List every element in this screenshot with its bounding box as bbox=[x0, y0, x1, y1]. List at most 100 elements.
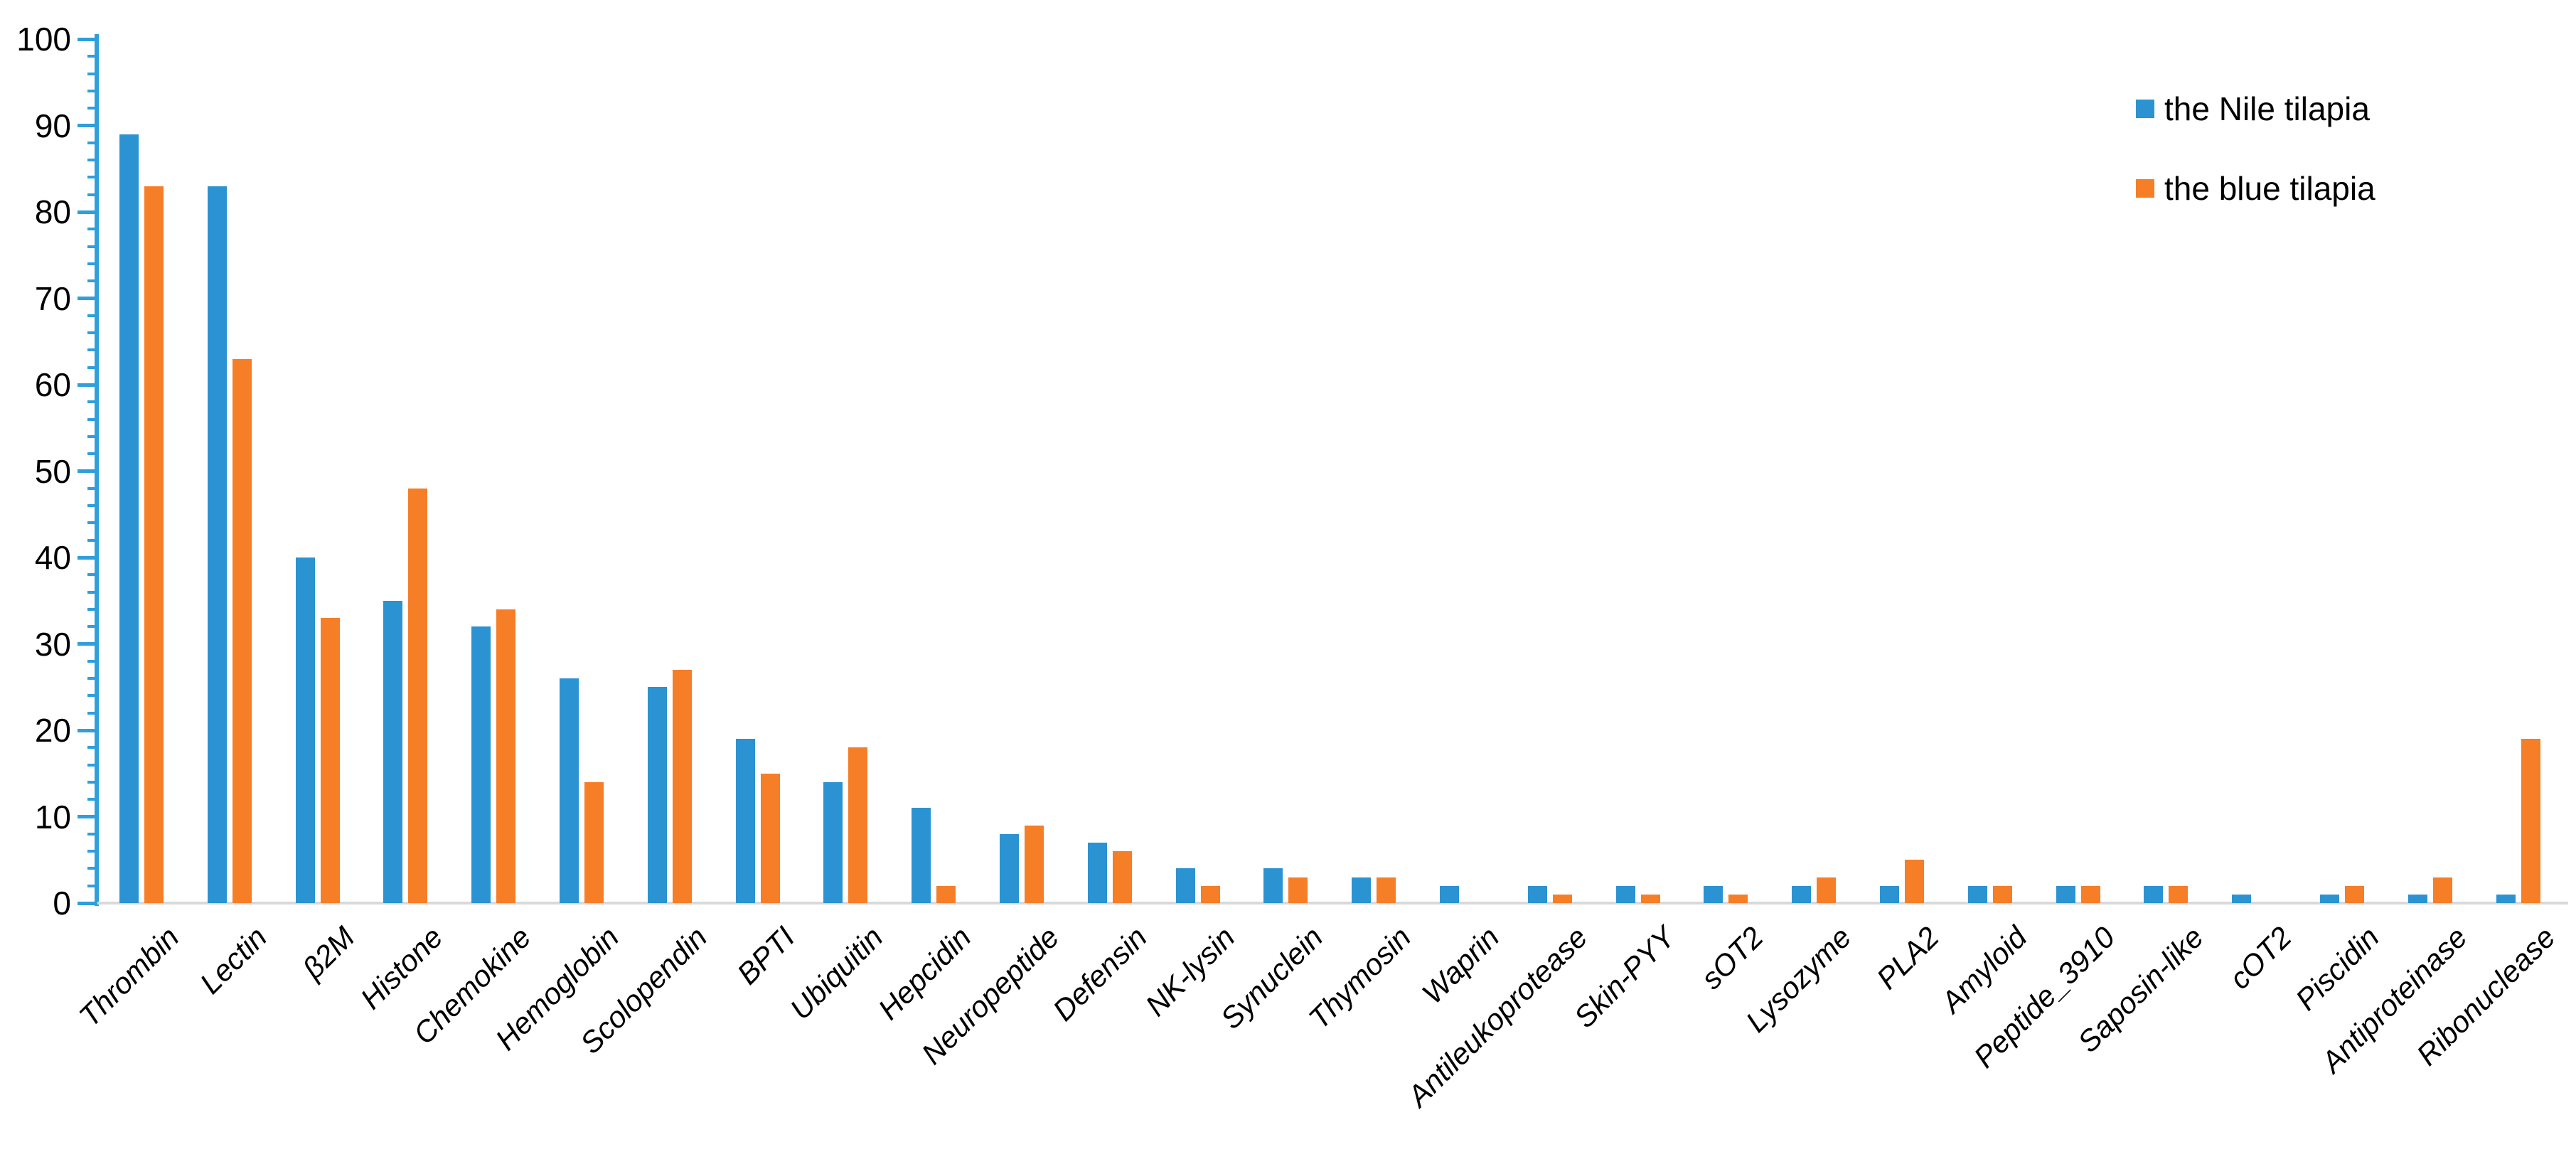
y-tick-label-80: 80 bbox=[34, 193, 71, 230]
x-label-cOT2: cOT2 bbox=[2222, 920, 2298, 996]
x-label-sOT2: sOT2 bbox=[1694, 920, 1770, 996]
bar-nile-Hemoglobin bbox=[560, 678, 579, 903]
bar-nile-Amyloid bbox=[1967, 885, 1987, 903]
x-label-BPTI: BPTI bbox=[730, 920, 801, 991]
bar-blue-Scolopendin bbox=[672, 669, 692, 903]
x-label-PLA2: PLA2 bbox=[1870, 920, 1946, 996]
bar-nile-NK-lysin bbox=[1175, 868, 1195, 903]
x-label-Defensin: Defensin bbox=[1046, 920, 1154, 1028]
bar-blue-Saposin-like bbox=[2169, 885, 2188, 903]
bar-nile-Ubiquitin bbox=[823, 781, 843, 903]
y-minor-tick bbox=[87, 521, 97, 525]
y-tick-label-100: 100 bbox=[16, 21, 71, 58]
y-minor-tick bbox=[87, 867, 97, 870]
y-minor-tick bbox=[87, 780, 97, 784]
y-minor-tick bbox=[87, 55, 97, 58]
y-minor-tick bbox=[87, 677, 97, 681]
y-major-tick bbox=[78, 37, 97, 41]
bar-blue-Skin-PYY bbox=[1640, 894, 1660, 903]
y-minor-tick bbox=[87, 314, 97, 317]
y-minor-tick bbox=[87, 746, 97, 749]
bar-nile-Chemokine bbox=[471, 626, 491, 903]
y-major-tick bbox=[78, 555, 97, 560]
y-minor-tick bbox=[87, 107, 97, 110]
bar-blue-Antiproteinase bbox=[2432, 877, 2452, 903]
legend: the Nile tilapia the blue tilapia bbox=[2136, 90, 2375, 208]
y-minor-tick bbox=[87, 538, 97, 542]
y-tick-label-0: 0 bbox=[53, 885, 71, 922]
bar-blue-BPTI bbox=[760, 773, 780, 903]
bar-nile-Antileukoprotease bbox=[1527, 885, 1547, 903]
y-tick-label-50: 50 bbox=[34, 452, 71, 490]
x-label-Ubiquitin: Ubiquitin bbox=[783, 920, 889, 1026]
bar-nile-Scolopendin bbox=[647, 687, 667, 903]
y-minor-tick bbox=[87, 607, 97, 611]
bar-blue-NK-lysin bbox=[1200, 885, 1220, 903]
y-minor-tick bbox=[87, 400, 97, 404]
bar-blue-Neuropeptide bbox=[1025, 825, 1044, 903]
y-tick-label-10: 10 bbox=[34, 798, 71, 836]
bar-blue-Thymosin bbox=[1377, 877, 1396, 903]
y-minor-tick bbox=[87, 159, 97, 162]
bar-blue-Ubiquitin bbox=[848, 747, 868, 903]
bar-nile-cOT2 bbox=[2232, 894, 2252, 903]
y-minor-tick bbox=[87, 452, 97, 456]
y-major-tick bbox=[78, 815, 97, 818]
y-minor-tick bbox=[87, 193, 97, 196]
y-minor-tick bbox=[87, 245, 97, 248]
y-major-tick bbox=[78, 383, 97, 387]
bar-nile-β2M bbox=[295, 557, 315, 903]
legend-label-nile-tilapia: the Nile tilapia bbox=[2164, 90, 2370, 127]
bar-nile-Ribonuclease bbox=[2496, 894, 2516, 903]
x-label-Lectin: Lectin bbox=[193, 920, 274, 1000]
y-minor-tick bbox=[87, 72, 97, 75]
y-minor-tick bbox=[87, 884, 97, 887]
y-minor-tick bbox=[87, 348, 97, 352]
y-major-tick bbox=[78, 210, 97, 214]
y-minor-tick bbox=[87, 763, 97, 767]
y-minor-tick bbox=[87, 279, 97, 283]
y-minor-tick bbox=[87, 659, 97, 663]
bar-nile-sOT2 bbox=[1704, 885, 1723, 903]
y-minor-tick bbox=[87, 141, 97, 144]
bar-blue-Peptide_3910 bbox=[2080, 885, 2100, 903]
y-minor-tick bbox=[87, 850, 97, 853]
bar-blue-Antileukoprotease bbox=[1552, 894, 1572, 903]
bar-blue-Histone bbox=[408, 488, 428, 903]
y-minor-tick bbox=[87, 798, 97, 801]
bar-nile-Thymosin bbox=[1352, 877, 1372, 903]
bar-nile-Saposin-like bbox=[2144, 885, 2164, 903]
bar-blue-Lectin bbox=[232, 358, 252, 903]
nile-tilapia-swatch-icon bbox=[2136, 100, 2154, 118]
bar-blue-Hemoglobin bbox=[584, 781, 604, 903]
bar-nile-Antiproteinase bbox=[2407, 894, 2427, 903]
bar-nile-Lysozyme bbox=[1792, 885, 1812, 903]
y-minor-tick bbox=[87, 504, 97, 508]
bar-blue-Chemokine bbox=[496, 609, 516, 903]
y-major-tick bbox=[78, 469, 97, 473]
blue-tilapia-swatch-icon bbox=[2136, 179, 2154, 198]
y-minor-tick bbox=[87, 262, 97, 265]
y-minor-tick bbox=[87, 832, 97, 836]
y-minor-tick bbox=[87, 331, 97, 335]
y-minor-tick bbox=[87, 486, 97, 490]
bar-nile-Piscidin bbox=[2320, 894, 2339, 903]
legend-item-blue-tilapia: the blue tilapia bbox=[2136, 169, 2375, 208]
bar-nile-Neuropeptide bbox=[1000, 833, 1019, 903]
x-label-Thrombin: Thrombin bbox=[72, 920, 186, 1033]
bar-blue-Lysozyme bbox=[1817, 877, 1837, 903]
y-minor-tick bbox=[87, 228, 97, 231]
legend-label-blue-tilapia: the blue tilapia bbox=[2164, 170, 2375, 207]
y-tick-label-40: 40 bbox=[34, 539, 71, 576]
legend-item-nile-tilapia: the Nile tilapia bbox=[2136, 90, 2375, 128]
bar-blue-Ribonuclease bbox=[2521, 739, 2540, 903]
bar-blue-Defensin bbox=[1112, 851, 1132, 903]
y-tick-label-90: 90 bbox=[34, 107, 71, 144]
bar-blue-PLA2 bbox=[1905, 860, 1924, 903]
y-minor-tick bbox=[87, 573, 97, 577]
bar-nile-Hepcidin bbox=[912, 808, 931, 903]
y-tick-label-60: 60 bbox=[34, 366, 71, 403]
bar-blue-sOT2 bbox=[1728, 894, 1748, 903]
y-major-tick bbox=[78, 297, 97, 300]
